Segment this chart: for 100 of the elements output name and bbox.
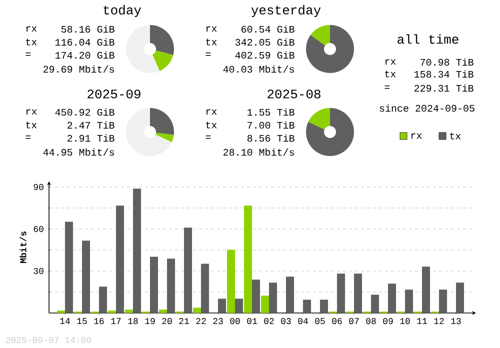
x-tick-label: 23 xyxy=(213,318,223,324)
bar xyxy=(405,290,414,313)
text: 29.69 Mbit/s xyxy=(43,65,114,73)
text: 158.34 TiB xyxy=(414,70,474,78)
y-tick-label: 90 xyxy=(34,184,44,190)
text: = xyxy=(206,52,211,56)
text: tx xyxy=(206,38,217,46)
bar xyxy=(422,266,430,313)
bar xyxy=(303,300,312,313)
x-tick-label: 18 xyxy=(128,318,138,324)
legend-label: tx xyxy=(450,132,461,140)
bar xyxy=(65,222,73,313)
x-tick-label: 22 xyxy=(196,318,206,324)
text: = xyxy=(26,52,31,56)
text: 174.20 GiB xyxy=(56,51,114,59)
x-tick-label: 16 xyxy=(94,318,104,324)
bar xyxy=(193,308,201,313)
chart-title: today xyxy=(104,4,142,18)
y-tick-label: 60 xyxy=(34,226,44,232)
bar xyxy=(201,264,210,313)
x-tick-label: 07 xyxy=(349,318,359,324)
text: 40.03 Mbit/s xyxy=(223,65,294,73)
y-tick-label: 30 xyxy=(34,268,44,274)
text: tx xyxy=(26,38,37,46)
legend-label: rx xyxy=(411,133,422,139)
text: 450.92 GiB xyxy=(55,108,114,116)
text: 2.91 TiB xyxy=(68,134,114,142)
bar xyxy=(116,206,124,313)
text: = xyxy=(26,136,31,139)
bar xyxy=(252,280,260,313)
x-tick-label: 10 xyxy=(400,318,410,324)
text: 7.00 TiB xyxy=(248,121,294,129)
chart-title: yesterday xyxy=(251,4,321,18)
x-tick-label: 06 xyxy=(332,318,342,324)
bar xyxy=(371,294,380,313)
x-tick-label: 01 xyxy=(247,318,257,324)
text: 44.95 Mbit/s xyxy=(43,148,114,156)
bar xyxy=(218,298,226,313)
text: tx xyxy=(26,122,37,128)
x-tick-label: 12 xyxy=(434,318,444,324)
bar xyxy=(125,310,133,313)
bar xyxy=(133,188,141,313)
bar xyxy=(269,282,278,313)
text: rx xyxy=(26,26,37,32)
text: 402.59 GiB xyxy=(235,51,294,59)
bar xyxy=(286,276,294,313)
bar xyxy=(456,282,464,313)
bar xyxy=(184,228,192,313)
bar xyxy=(159,310,168,313)
bar xyxy=(244,206,252,313)
bar xyxy=(235,298,244,313)
text: = xyxy=(206,136,211,139)
text: rx xyxy=(26,109,37,115)
x-tick-label: 14 xyxy=(60,318,70,324)
text: rx xyxy=(385,59,396,65)
text: 28.10 Mbit/s xyxy=(224,148,294,156)
text: 342.05 GiB xyxy=(235,38,294,46)
x-tick-label: 20 xyxy=(162,318,172,324)
x-tick-label: 03 xyxy=(281,318,291,324)
text: 1.55 TiB xyxy=(248,108,294,116)
text: tx xyxy=(385,70,396,78)
bar xyxy=(388,284,396,313)
chart-title: 2025-08 xyxy=(268,90,320,98)
x-tick-label: 00 xyxy=(230,318,240,324)
text: all time xyxy=(398,34,458,44)
x-tick-label: 09 xyxy=(383,318,393,324)
x-tick-label: 15 xyxy=(77,318,87,324)
text: 2.47 TiB xyxy=(68,121,114,129)
x-tick-label: 17 xyxy=(111,318,121,324)
x-tick-label: 05 xyxy=(315,318,325,324)
x-tick-label: 11 xyxy=(417,318,427,324)
bar xyxy=(354,274,362,313)
bar xyxy=(337,274,346,313)
text: 60.54 GiB xyxy=(242,25,294,33)
x-tick-label: 04 xyxy=(298,318,308,324)
bar xyxy=(227,250,236,313)
text: rx xyxy=(206,109,217,115)
x-tick-label: 19 xyxy=(145,318,155,324)
bar xyxy=(99,286,107,313)
y-axis-title: Mbit/s xyxy=(20,232,26,263)
bar xyxy=(439,290,448,313)
text: rx xyxy=(206,26,217,32)
text: since 2024-09-05 xyxy=(380,104,474,112)
text: 8.56 TiB xyxy=(247,134,294,142)
text: 58.16 GiB xyxy=(61,25,114,33)
chart-title: 2025-09 xyxy=(88,90,140,98)
text: 116.04 GiB xyxy=(56,38,114,46)
x-tick-label: 13 xyxy=(451,318,461,324)
x-tick-label: 21 xyxy=(179,318,189,324)
bar xyxy=(150,256,158,313)
text: = xyxy=(384,86,390,89)
bar xyxy=(82,240,90,313)
text: 70.98 TiB xyxy=(420,58,474,66)
x-tick-label: 08 xyxy=(366,318,376,324)
bar xyxy=(261,296,269,313)
text: 229.31 TiB xyxy=(414,84,474,92)
bar xyxy=(320,300,328,313)
x-tick-label: 02 xyxy=(264,318,274,324)
bar xyxy=(167,258,175,313)
text: tx xyxy=(206,122,217,128)
